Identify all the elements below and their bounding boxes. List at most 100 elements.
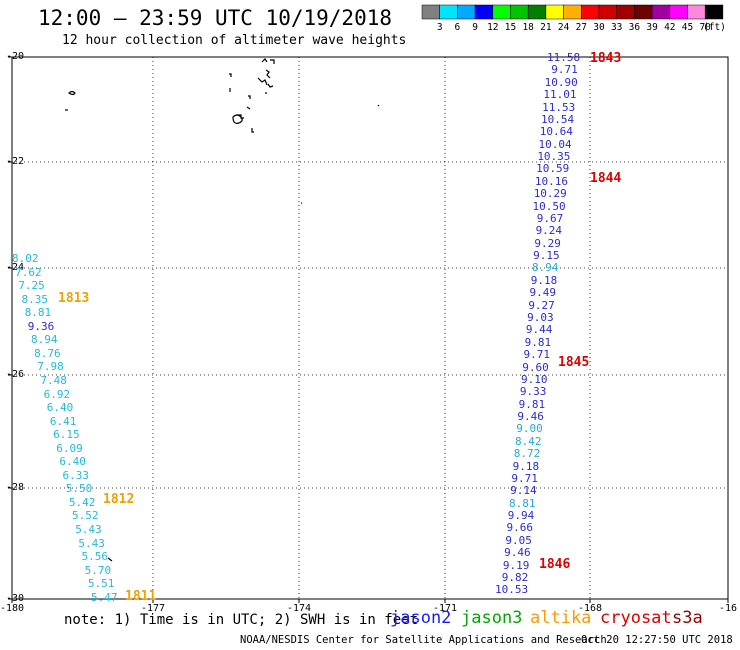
wave-height-value: 9.00: [516, 422, 543, 436]
colorbar-swatch: [616, 4, 635, 20]
wave-height-value: 6.41: [49, 414, 77, 428]
wave-height-value: 9.66: [506, 521, 534, 535]
wave-height-value: 8.76: [34, 346, 61, 360]
colorbar-label: 24: [557, 22, 570, 33]
legend-item-altika: altika: [530, 608, 592, 628]
colorbar-label: 18: [522, 22, 534, 33]
wave-height-value: 9.27: [528, 298, 555, 312]
colorbar-label: 6: [454, 22, 461, 33]
colorbar-unit: (ft): [703, 22, 726, 33]
wave-height-value: 9.81: [518, 397, 546, 411]
colorbar-label: 21: [540, 22, 552, 33]
graticule: [12, 57, 728, 599]
wave-height-value: 5.56: [81, 550, 109, 564]
lat-tick-label: -20: [6, 51, 25, 62]
colorbar-swatch: [581, 4, 600, 20]
wave-height-value: 9.81: [524, 335, 552, 349]
lon-tick-label: -174: [286, 603, 312, 614]
page-subtitle: 12 hour collection of altimeter wave hei…: [62, 33, 407, 48]
colorbar-label: 42: [664, 22, 676, 33]
colorbar-label: 45: [681, 22, 694, 33]
colorbar-swatch: [669, 4, 688, 20]
legend-item-cryosat: cryosat: [600, 608, 672, 628]
colorbar-swatch: [687, 4, 706, 20]
wave-height-value: 9.33: [519, 385, 547, 399]
wave-height-value: 8.72: [513, 447, 541, 461]
wave-height-value: 10.64: [539, 125, 573, 139]
colorbar-label: 9: [472, 22, 478, 33]
lat-tick-label: -28: [6, 482, 25, 493]
wave-height-value: 9.18: [530, 273, 558, 287]
wave-height-value: 9.49: [529, 286, 557, 300]
wave-height-value: 9.44: [525, 323, 553, 337]
wave-height-value: 9.18: [512, 459, 540, 473]
wave-height-value: 6.92: [43, 387, 71, 401]
pass-number: 1812: [103, 492, 135, 507]
wave-height-value: 8.42: [515, 434, 542, 448]
wave-height-value: 9.71: [551, 63, 578, 77]
colorbar-swatch: [527, 4, 547, 20]
pass-number: 1845: [558, 355, 590, 370]
wave-height-value: 9.46: [517, 410, 544, 424]
wave-height-value: 11.53: [542, 100, 576, 114]
wave-height-value: 9.82: [501, 570, 529, 584]
wave-height-value: 5.47: [91, 590, 118, 604]
colorbar-swatch: [651, 4, 671, 20]
wave-height-value: 8.35: [21, 292, 48, 306]
wave-height-value: 5.70: [84, 563, 112, 577]
wave-height-value: 9.60: [522, 360, 549, 374]
colorbar-swatch: [598, 4, 617, 20]
legend-item-jason2: jason2: [390, 608, 452, 628]
colorbar-label: 70: [699, 22, 711, 33]
lon-tick-label: -177: [140, 603, 166, 614]
wave-height-value: 6.15: [53, 428, 80, 442]
wave-height-value: 10.53: [495, 583, 529, 597]
colorbar-label: 33: [610, 22, 623, 33]
lon-tick-label: -171: [432, 603, 458, 614]
lat-tick-label: -22: [6, 156, 25, 167]
legend-item-s3a: s3a: [672, 608, 703, 628]
pass-number: 1844: [590, 171, 622, 186]
pass-number: 1843: [590, 51, 622, 66]
colorbar-swatch: [474, 4, 494, 20]
wave-height-value: 7.48: [40, 373, 67, 387]
wave-height-value: 8.81: [508, 496, 536, 510]
wave-height-value: 10.54: [540, 112, 575, 126]
wave-height-value: 9.03: [527, 310, 554, 324]
wave-height-value: 9.15: [533, 249, 560, 263]
colorbar-swatch: [421, 4, 440, 20]
wave-height-value: 11.01: [543, 88, 577, 102]
wave-height-value: 9.71: [511, 471, 538, 485]
footer-note: note: 1) Time is in UTC; 2) SWH is in fe…: [64, 612, 419, 628]
wave-height-value: 9.05: [505, 533, 532, 547]
wave-height-value: 6.09: [56, 441, 83, 455]
wave-height-value: 5.43: [75, 523, 102, 536]
colorbar-label: 3: [436, 22, 443, 33]
wave-height-value: 8.94: [30, 333, 58, 347]
wave-height-value: 8.94: [531, 261, 559, 275]
wave-height-value: 9.36: [27, 319, 55, 333]
wave-height-value: 10.59: [536, 162, 570, 176]
colorbar-swatch: [563, 4, 582, 20]
legend-item-jason3: jason3: [461, 608, 523, 628]
wave-height-value: 7.62: [15, 265, 42, 279]
colorbar-label: 12: [487, 22, 499, 33]
wave-height-value: 6.40: [46, 401, 74, 415]
wave-height-value: 5.50: [65, 482, 93, 496]
map-frame: [11, 56, 729, 600]
wave-height-value: 8.02: [12, 252, 39, 265]
coastline-islands: [65, 58, 380, 562]
wave-height-value: 7.25: [18, 279, 45, 293]
wave-height-value: 11.58: [547, 51, 581, 64]
wave-height-value: 8.81: [24, 306, 52, 320]
wave-height-value: 9.94: [507, 509, 535, 523]
pass-number: 1813: [58, 291, 90, 306]
colorbar-label: 39: [646, 22, 658, 33]
wave-height-value: 6.40: [59, 455, 86, 469]
wave-height-value: 7.98: [37, 360, 64, 374]
wave-height-value: 5.51: [87, 577, 115, 591]
colorbar-label: 30: [593, 22, 605, 33]
wave-height-value: 5.43: [78, 536, 105, 550]
lon-tick-label: -180: [0, 603, 25, 614]
